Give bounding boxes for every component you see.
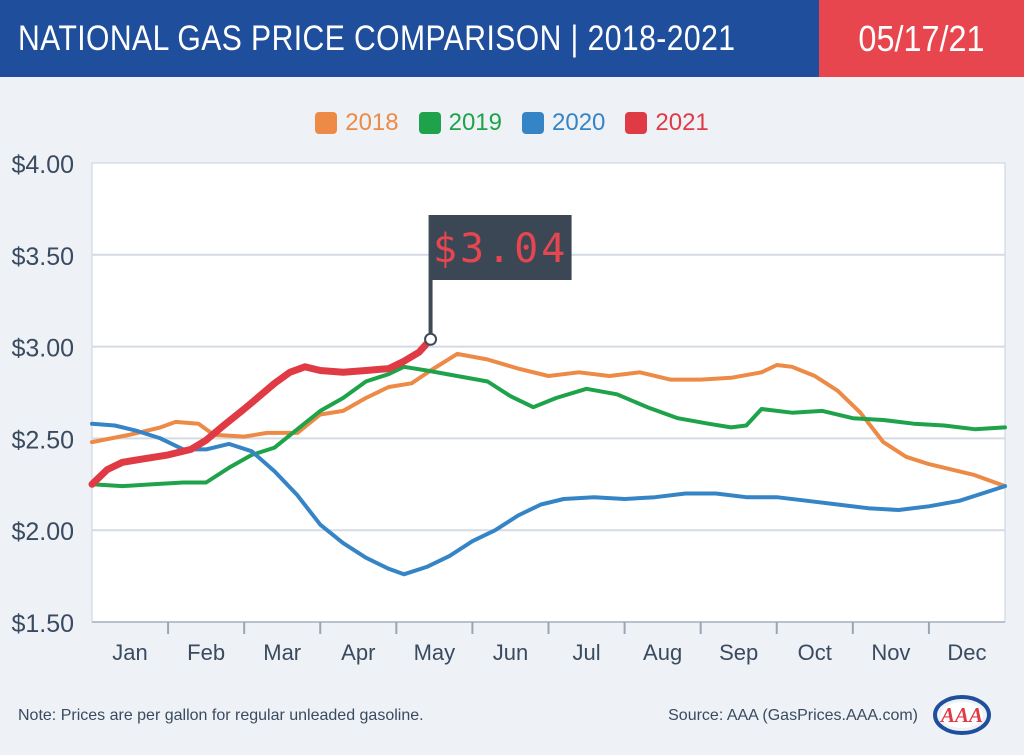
series-line-2020	[90, 421, 1007, 577]
x-tick-label: Jun	[493, 640, 528, 665]
callout-flag	[430, 215, 572, 280]
svg-text:AAA: AAA	[939, 703, 983, 727]
callout-marker	[424, 332, 438, 346]
legend-item-2019: 2019	[418, 109, 502, 137]
x-tick-label: Oct	[798, 640, 832, 665]
legend-item-2018: 2018	[315, 109, 399, 137]
legend-label: 2019	[448, 109, 502, 136]
chart-legend: 2018 2019 2020 2021	[0, 108, 1024, 138]
x-tick-label: Nov	[871, 640, 910, 665]
legend-swatch	[625, 112, 648, 134]
y-tick-label: $3.50	[11, 243, 74, 271]
x-tick-label: Feb	[187, 640, 225, 665]
footer-source: Source: AAA (GasPrices.AAA.com)	[668, 707, 918, 724]
date-badge: 05/17/21	[819, 0, 1024, 77]
series-line-2019	[90, 364, 1007, 489]
x-tick-label: Apr	[341, 640, 375, 665]
y-tick-label: $4.00	[11, 151, 74, 179]
legend-label: 2021	[655, 109, 709, 136]
line-chart: $1.50 $2.00 $2.50 $3.00 $3.50 $4.00 Jan Feb Mar A…	[11, 151, 1007, 665]
x-tick-label: Aug	[643, 640, 682, 665]
legend-item-2020: 2020	[522, 109, 605, 137]
aaa-logo: AAA	[933, 695, 991, 735]
y-tick-label: $2.00	[11, 518, 74, 546]
y-tick-label: $1.50	[11, 610, 74, 638]
page-title: NATIONAL GAS PRICE COMPARISON | 2018-202…	[18, 19, 736, 58]
x-tick-label: Jan	[112, 640, 147, 665]
series-line-2018	[90, 351, 1007, 489]
legend-swatch	[315, 112, 338, 134]
callout-label: $3.04	[433, 226, 568, 272]
legend-label: 2020	[552, 109, 606, 136]
y-tick-label: $3.00	[11, 335, 74, 363]
legend-item-2021: 2021	[625, 109, 709, 137]
x-tick-label: Mar	[263, 640, 301, 665]
series-line-2021	[88, 335, 435, 488]
x-tick-label: Dec	[947, 640, 986, 665]
legend-label: 2018	[345, 109, 399, 136]
header-bar: NATIONAL GAS PRICE COMPARISON | 2018-202…	[0, 0, 1024, 77]
x-tick-label: Jul	[572, 640, 600, 665]
footer-note: Note: Prices are per gallon for regular …	[18, 707, 424, 724]
legend-swatch	[418, 112, 441, 134]
date-label: 05/17/21	[858, 18, 985, 59]
y-tick-label: $2.50	[11, 426, 74, 454]
x-tick-label: May	[414, 640, 456, 665]
x-tick-label: Sep	[719, 640, 758, 665]
legend-swatch	[522, 112, 544, 134]
